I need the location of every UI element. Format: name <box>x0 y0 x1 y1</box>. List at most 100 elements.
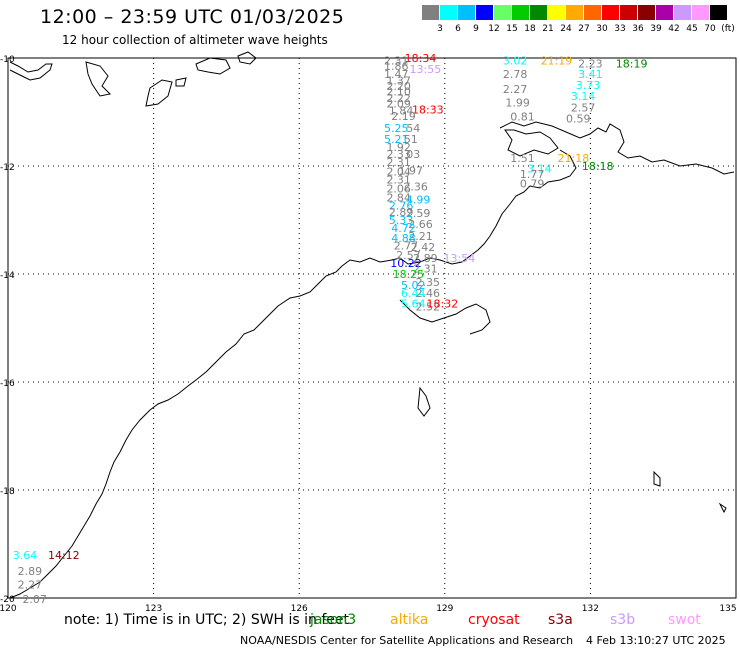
scale-label: 30 <box>596 24 608 34</box>
coastline-island <box>718 502 727 514</box>
wave-height-label: 5.33 <box>389 214 414 227</box>
wave-height-label: 2.31 <box>384 55 409 68</box>
legend-altika: altika <box>390 612 429 628</box>
page-title: 12:00 – 23:59 UTC 01/03/2025 <box>40 6 345 28</box>
scale-swatch <box>692 5 709 20</box>
scale-label: 18 <box>524 24 536 34</box>
scale-swatch <box>494 5 511 20</box>
legend-swot: swot <box>668 612 701 628</box>
wave-height-label: 2.46 <box>416 287 441 300</box>
scale-swatch <box>548 5 565 20</box>
wave-height-label: 0.79 <box>520 177 545 190</box>
wave-height-label: 2.42 <box>411 241 436 254</box>
latitude-label: -16 <box>0 379 15 389</box>
wave-height-label: 2.89 <box>413 252 438 265</box>
coastline-gulf <box>399 299 491 335</box>
scale-swatch <box>530 5 547 20</box>
scale-swatch <box>710 5 727 20</box>
legend-jason3: jason3 <box>310 612 357 628</box>
coastline-island <box>237 51 257 65</box>
wave-height-label: 21:18 <box>558 152 590 165</box>
wave-height-label: 2.21 <box>408 230 433 243</box>
wave-height-label: 18:19 <box>616 57 648 70</box>
coastline-island <box>195 57 231 75</box>
wave-height-label: 2.27 <box>18 579 43 592</box>
wave-height-label: 2.09 <box>386 97 411 110</box>
wave-height-label: 2.59 <box>406 207 431 220</box>
wave-height-label: 3.64 <box>13 549 38 562</box>
wave-height-label: 5.64 <box>401 298 426 311</box>
wave-height-label: 2.78 <box>503 68 528 81</box>
lat-lon-grid <box>7 57 737 599</box>
wave-height-label: 2.10 <box>386 85 411 98</box>
wave-height-label: 18:33 <box>412 103 444 116</box>
scale-swatch <box>584 5 601 20</box>
latitude-label: -14 <box>0 271 15 281</box>
scale-label: (ft) <box>721 24 735 34</box>
latitude-label: -20 <box>0 595 15 605</box>
scale-label: 6 <box>455 24 461 34</box>
coastline-island <box>653 470 661 487</box>
wave-height-label: 2.07 <box>22 593 47 606</box>
scale-swatch <box>422 5 439 20</box>
wave-height-label: 2.04 <box>386 165 411 178</box>
wave-height-label: 18:18 <box>582 160 614 173</box>
wave-height-label: 3.14 <box>571 90 596 103</box>
wave-height-label: 54 <box>406 122 420 135</box>
wave-height-label: 2.33 <box>386 148 411 161</box>
wave-height-label: 51 <box>404 133 418 146</box>
latitude-label: -18 <box>0 487 15 497</box>
map-frame <box>7 57 737 599</box>
coastline-melville <box>504 129 559 157</box>
scale-swatch <box>602 5 619 20</box>
wave-height-label: 4.72 <box>391 222 416 235</box>
wave-height-label: 2.77 <box>394 239 419 252</box>
scale-swatch <box>566 5 583 20</box>
scale-swatch <box>476 5 493 20</box>
wave-height-label: 2.31 <box>386 156 411 169</box>
wave-height-label: 0.81 <box>510 110 535 123</box>
wave-height-label: 13:55 <box>410 63 442 76</box>
wave-height-label: 2.66 <box>408 218 433 231</box>
latitude-label: -10 <box>0 55 15 65</box>
scale-label: 15 <box>506 24 518 34</box>
wave-height-label: 2.20 <box>386 80 411 93</box>
longitude-label: 126 <box>291 604 308 614</box>
longitude-label: 129 <box>436 604 453 614</box>
wave-height-label: 2.57 <box>396 249 421 262</box>
wave-height-label: 5.25 <box>384 122 409 135</box>
wave-height-label: 21:19 <box>541 55 573 68</box>
wave-height-label: 2.31 <box>386 174 411 187</box>
wave-height-label: 1.37 <box>386 75 411 88</box>
wave-height-label: 1.92 <box>386 141 411 154</box>
scale-label: 36 <box>632 24 644 34</box>
wave-height-label: 3.02 <box>503 55 528 68</box>
latitude-label: -12 <box>0 163 15 173</box>
scale-swatch <box>638 5 655 20</box>
wave-height-label: 2.84 <box>386 191 411 204</box>
wave-height-label: 18.25 <box>393 268 425 281</box>
coastline <box>9 51 735 599</box>
wave-height-label: 18:34 <box>405 52 437 65</box>
credit-line: NOAA/NESDIS Center for Satellite Applica… <box>240 634 574 647</box>
scale-swatch <box>512 5 529 20</box>
wave-height-label: 2.31 <box>413 263 438 276</box>
wave-height-label: 0.59 <box>566 112 591 125</box>
wave-height-label: 1.86 <box>384 60 409 73</box>
legend-cryosat: cryosat <box>468 612 520 628</box>
wave-height-label: 13:54 <box>444 252 476 265</box>
scale-label: 42 <box>668 24 680 34</box>
footer-note: note: 1) Time is in UTC; 2) SWH is in fe… <box>64 612 350 628</box>
wave-height-label: 2.57 <box>571 102 596 115</box>
legend-s3b: s3b <box>610 612 636 628</box>
wave-height-label: 14:12 <box>48 549 80 562</box>
scale-label: 27 <box>578 24 590 34</box>
wave-height-label: 2.27 <box>503 83 528 96</box>
longitude-label: 120 <box>0 604 17 614</box>
wave-height-label: 2.89 <box>18 565 43 578</box>
wave-height-label: 2.23 <box>578 57 603 70</box>
scale-label: 21 <box>542 24 554 34</box>
wave-height-label: 2.35 <box>416 276 441 289</box>
coastline-island <box>417 386 431 417</box>
